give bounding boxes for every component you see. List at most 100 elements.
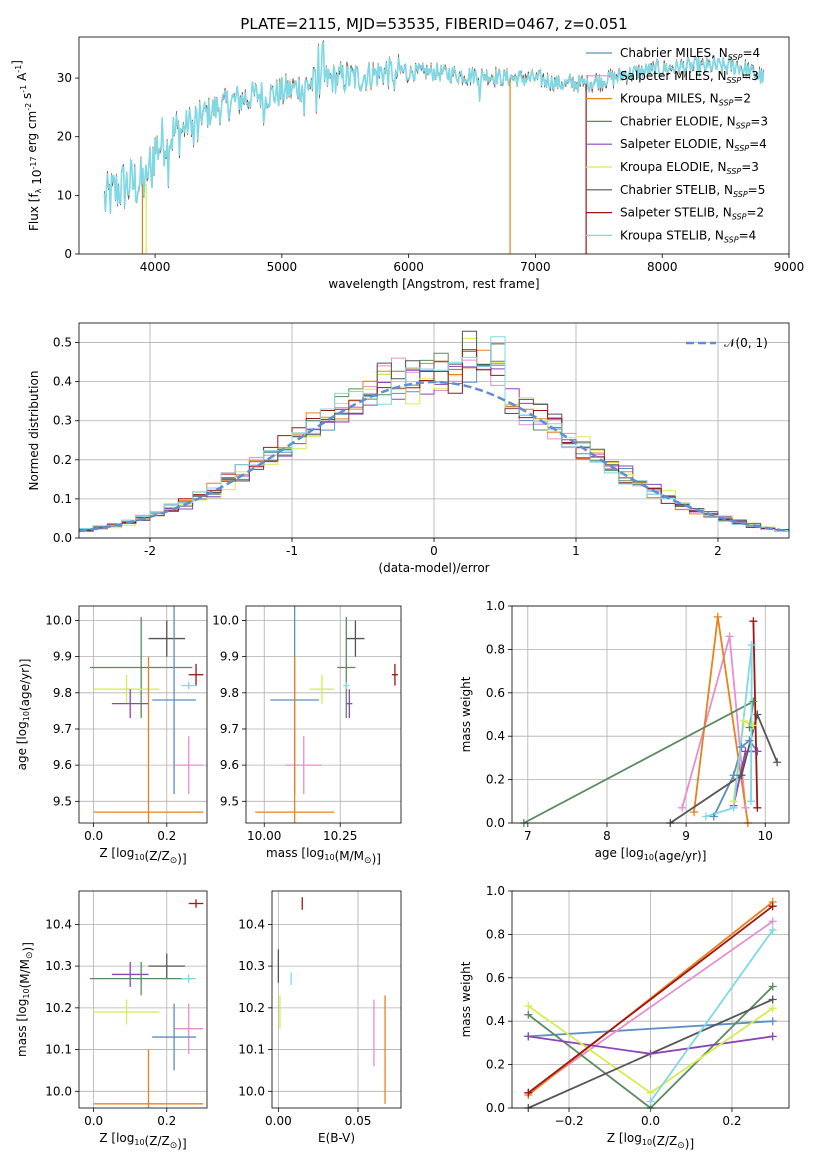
y-tick-label: 9.5 [53, 794, 72, 808]
y-axis-label: mass weight [459, 961, 473, 1037]
x-tick-label: 10.00 [247, 829, 281, 843]
y-tick-label: 1.0 [486, 599, 505, 613]
axes-frame [78, 890, 208, 1109]
z-vs-age-panel: 0.0 0.2 9.5 9.6 9.7 9.8 9.9 10.0 Z [log10(Z/Z⊙)]… [15, 605, 208, 866]
y-tick-label: 0.0 [53, 531, 72, 545]
y-tick-label: 0.4 [486, 1014, 505, 1028]
y-tick-label: 10.3 [45, 959, 72, 973]
plot-area [527, 901, 774, 1108]
weight-marker-kroupa_miles [713, 612, 722, 621]
weight-marker-kroupa_stelib [729, 803, 738, 812]
y-tick-label: 0.0 [486, 1101, 505, 1115]
weight-marker-salpeter_miles [741, 803, 750, 812]
weight-line-chabrier_stelib [669, 711, 778, 823]
weight-marker-kroupa_stelib [646, 1097, 655, 1106]
weight-line-salpeter_stelib [527, 905, 774, 1094]
weight-marker-kroupa_elodie [646, 1088, 655, 1097]
weight-marker-chabrier_elodie [749, 697, 758, 706]
weight-marker-salpeter_elodie [524, 1032, 533, 1041]
y-tick-label: 10.4 [238, 917, 265, 931]
weight-marker-chabrier_miles [768, 1017, 777, 1026]
histogram-kroupa_elodie [79, 337, 789, 532]
legend-label-chabrier_stelib: Chabrier STELIB, NSSP=5 [620, 183, 765, 199]
x-tick-label: 4000 [140, 260, 171, 274]
y-tick-label: 9.7 [53, 722, 72, 736]
weight-marker-kroupa_stelib [768, 926, 777, 935]
plot-area [89, 899, 204, 1108]
weight-line-chabrier_elodie [527, 985, 774, 1108]
residuals-panel: -2 -1 0 1 2 0.0 0.1 0.2 0.3 0.4 0.5 (data-model)/er… [27, 322, 790, 575]
weight-marker-salpeter_miles [725, 632, 734, 641]
age-vs-weight-panel: 7 8 9 10 0.0 0.2 0.4 0.6 0.8 1.0 age [log10(age/yr… [459, 599, 790, 863]
weight-marker-kroupa_stelib [747, 797, 756, 806]
x-tick-label: 7 [524, 829, 532, 843]
plot-area [255, 606, 398, 823]
axes-frame [78, 605, 208, 824]
weight-marker-kroupa_stelib [701, 812, 710, 821]
weight-marker-chabrier_elodie [524, 1010, 533, 1019]
legend-label-salpeter_elodie: Salpeter ELODIE, NSSP=4 [620, 137, 767, 153]
x-axis-label: wavelength [Angstrom, rest frame] [328, 277, 539, 291]
x-axis-label: age [log10(age/yr)] [595, 846, 707, 863]
y-tick-label: 0.8 [486, 927, 505, 941]
x-axis-label: Z [log10(Z/Z⊙)] [607, 1131, 694, 1151]
y-tick-label: 0.0 [486, 816, 505, 830]
y-tick-label: 0.2 [53, 453, 72, 467]
weight-marker-chabrier_miles [737, 743, 746, 752]
weight-marker-kroupa_elodie [524, 1002, 533, 1011]
x-tick-label: -1 [286, 544, 298, 558]
legend-label-chabrier_elodie: Chabrier ELODIE, NSSP=3 [620, 114, 768, 130]
weight-line-salpeter_miles [527, 920, 774, 1094]
x-tick-label: 0.00 [265, 1114, 292, 1128]
y-tick-label: 9.5 [220, 794, 239, 808]
axes-frame [511, 605, 790, 824]
figure-title: PLATE=2115, MJD=53535, FIBERID=0467, z=0… [240, 15, 627, 33]
legend-label-normal: 𝒩(0, 1) [724, 336, 768, 350]
weight-marker-salpeter_elodie [741, 747, 750, 756]
x-tick-label: 2 [714, 544, 722, 558]
x-tick-label: 5000 [267, 260, 298, 274]
ebv-vs-mass-panel: 0.00 0.05 10.0 10.1 10.2 10.3 10.4 E(B-V) [238, 890, 402, 1145]
legend-label-kroupa_elodie: Kroupa ELODIE, NSSP=3 [620, 160, 759, 176]
plot-area [103, 40, 765, 254]
x-tick-label: 7000 [520, 260, 551, 274]
y-tick-label: 9.6 [220, 758, 239, 772]
z-vs-mass-panel: 0.0 0.2 10.0 10.1 10.2 10.3 10.4 Z [log10(Z/Z⊙)… [15, 890, 208, 1151]
legend-label-kroupa_stelib: Kroupa STELIB, NSSP=4 [620, 228, 756, 244]
x-axis-label: (data-model)/error [378, 561, 489, 575]
x-tick-label: 9000 [774, 260, 805, 274]
y-tick-label: 30 [57, 71, 72, 85]
y-tick-label: 0.4 [53, 375, 72, 389]
plot-area [277, 897, 386, 1104]
weight-marker-salpeter_stelib [753, 803, 762, 812]
x-tick-label: 6000 [393, 260, 424, 274]
x-axis-label: Z [log10(Z/Z⊙)] [99, 846, 186, 866]
x-tick-label: 0.0 [84, 1114, 103, 1128]
x-tick-label: 8 [603, 829, 611, 843]
weight-marker-chabrier_miles [729, 771, 738, 780]
weight-marker-salpeter_stelib [749, 617, 758, 626]
weight-marker-salpeter_miles [678, 803, 687, 812]
x-tick-label: 8000 [647, 260, 678, 274]
x-tick-label: 0.2 [157, 1114, 176, 1128]
y-tick-label: 9.8 [53, 686, 72, 700]
y-tick-label: 0.4 [486, 729, 505, 743]
y-tick-label: 0.8 [486, 642, 505, 656]
weight-marker-salpeter_elodie [646, 1049, 655, 1058]
z-vs-weight-panel: −0.2 0.0 0.2 0.0 0.2 0.4 0.6 0.8 1.0 Z [log10(Z/Z… [459, 884, 790, 1151]
axes-frame [78, 322, 790, 539]
weight-marker-chabrier_miles [709, 812, 718, 821]
weight-marker-chabrier_miles [745, 736, 754, 745]
weight-marker-chabrier_stelib [737, 771, 746, 780]
legend-label-salpeter_stelib: Salpeter STELIB, NSSP=2 [620, 206, 764, 222]
weight-marker-chabrier_elodie [768, 982, 777, 991]
x-tick-label: 0.0 [641, 1114, 660, 1128]
x-tick-label: 0.05 [345, 1114, 372, 1128]
x-tick-label: 1 [572, 544, 580, 558]
axes-frame [78, 36, 790, 255]
weight-marker-salpeter_stelib [524, 1088, 533, 1097]
weight-marker-kroupa_miles [690, 808, 699, 817]
plot-area [89, 606, 204, 823]
x-tick-label: 0 [430, 544, 438, 558]
